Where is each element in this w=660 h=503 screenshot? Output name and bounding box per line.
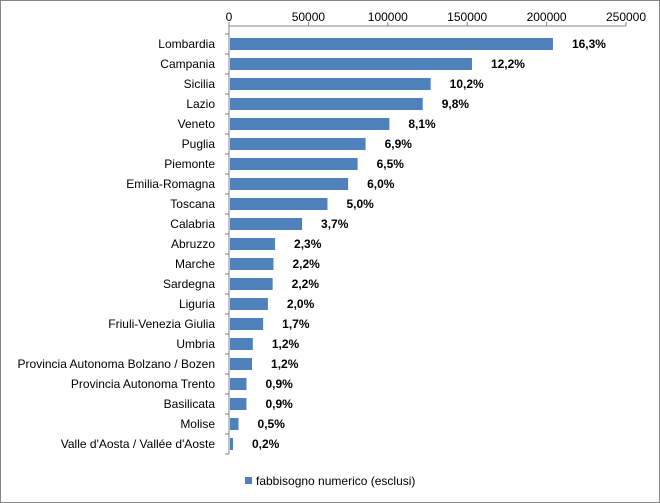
data-label: 6,9%: [385, 137, 413, 151]
x-tick-label: 250000: [606, 10, 646, 24]
bar: [230, 78, 431, 90]
bar: [230, 298, 268, 310]
legend: fabbisogno numerico (esclusi): [245, 474, 415, 488]
legend-label: fabbisogno numerico (esclusi): [256, 474, 415, 488]
bar: [230, 198, 328, 210]
x-tick-label: 0: [226, 10, 233, 24]
data-label: 0,2%: [252, 437, 280, 451]
data-label: 16,3%: [572, 37, 606, 51]
bar: [230, 378, 247, 390]
data-label: 1,2%: [271, 357, 299, 371]
category-label: Abruzzo: [171, 237, 215, 251]
data-label: 6,0%: [367, 177, 395, 191]
bar: [230, 338, 253, 350]
x-tick-label: 50000: [292, 10, 326, 24]
category-label: Sardegna: [163, 277, 215, 291]
bar: [230, 118, 390, 130]
category-label: Liguria: [179, 297, 215, 311]
bar: [230, 358, 253, 370]
category-label: Emilia-Romagna: [126, 177, 215, 191]
data-label: 1,2%: [272, 337, 300, 351]
bar: [230, 218, 303, 230]
category-label: Molise: [180, 417, 215, 431]
axis-layer: 0 50000 100000 150000 200000 250000: [225, 10, 646, 455]
category-label: Basilicata: [164, 397, 216, 411]
bar: [230, 178, 349, 190]
category-label: Lombardia: [158, 37, 215, 51]
category-label: Toscana: [170, 197, 215, 211]
bar: [230, 58, 472, 70]
bar: [230, 258, 274, 270]
data-label: 0,5%: [258, 417, 286, 431]
category-label: Puglia: [182, 137, 216, 151]
category-label: Veneto: [178, 117, 216, 131]
bar: [230, 138, 366, 150]
x-tick-label: 100000: [368, 10, 408, 24]
data-label: 5,0%: [346, 197, 374, 211]
data-label: 1,7%: [282, 317, 310, 331]
category-label: Lazio: [186, 97, 215, 111]
data-label: 10,2%: [450, 77, 484, 91]
category-label: Calabria: [170, 217, 215, 231]
category-label: Friuli-Venezia Giulia: [108, 317, 215, 331]
data-label: 6,5%: [377, 157, 405, 171]
labels-layer: Lombardia 16,3% Campania 12,2% Sicilia 10,2% L…: [18, 37, 607, 451]
bar: [230, 438, 233, 450]
data-label: 9,8%: [442, 97, 470, 111]
data-label: 2,2%: [292, 277, 320, 291]
category-label: Provincia Autonoma Bolzano / Bozen: [18, 357, 215, 371]
data-label: 2,0%: [287, 297, 315, 311]
data-label: 0,9%: [265, 397, 293, 411]
x-tick-label: 200000: [527, 10, 567, 24]
x-tick-label: 150000: [447, 10, 487, 24]
bars-layer: [230, 38, 553, 450]
legend-swatch: [245, 477, 252, 484]
category-label: Piemonte: [164, 157, 215, 171]
data-label: 0,9%: [265, 377, 293, 391]
category-label: Campania: [160, 57, 215, 71]
bar: [230, 238, 276, 250]
bar: [230, 38, 553, 50]
bar: [230, 278, 273, 290]
bar: [230, 158, 358, 170]
data-label: 3,7%: [321, 217, 349, 231]
category-label: Valle d'Aosta / Vallée d'Aoste: [61, 437, 216, 451]
bar: [230, 98, 423, 110]
bar: [230, 398, 247, 410]
category-label: Umbria: [176, 337, 215, 351]
data-label: 2,3%: [294, 237, 322, 251]
data-label: 2,2%: [292, 257, 320, 271]
category-label: Provincia Autonoma Trento: [71, 377, 215, 391]
category-label: Marche: [175, 257, 215, 271]
data-label: 12,2%: [491, 57, 525, 71]
category-label: Sicilia: [184, 77, 216, 91]
data-label: 8,1%: [408, 117, 436, 131]
bar: [230, 418, 239, 430]
bar: [230, 318, 264, 330]
